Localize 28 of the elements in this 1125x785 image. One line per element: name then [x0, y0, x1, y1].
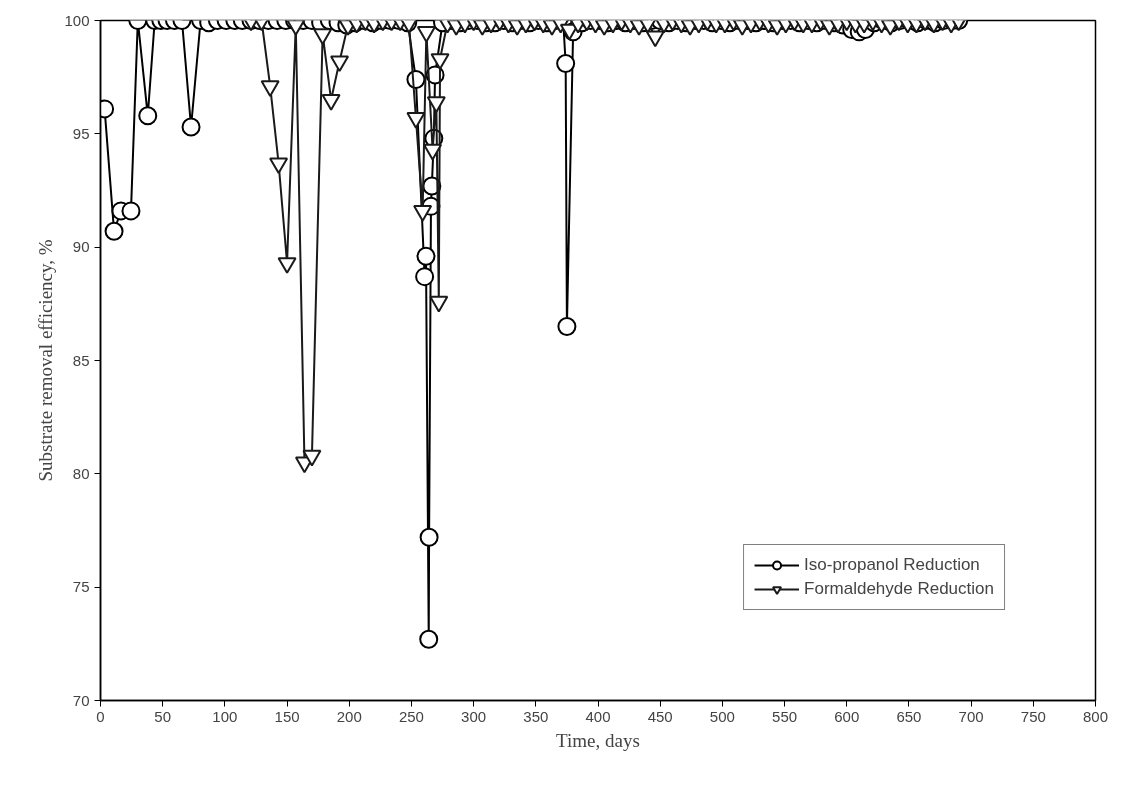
legend-label: Formaldehyde Reduction [804, 579, 994, 599]
x-tick-label: 100 [212, 707, 238, 725]
y-tick-label: 80 [72, 464, 90, 482]
y-tick-label: 90 [72, 238, 90, 256]
y-tick-label: 100 [64, 11, 90, 29]
x-axis-title: Time, days [556, 729, 640, 751]
x-tick-label: 150 [274, 707, 300, 725]
x-tick-label: 750 [1020, 707, 1046, 725]
legend-label: Iso-propanol Reduction [804, 555, 980, 575]
x-tick-label: 250 [398, 707, 424, 725]
x-tick-label: 300 [461, 707, 487, 725]
y-axis-title: Substrate removal efficiency, % [35, 239, 57, 482]
x-tick-label: 350 [523, 707, 549, 725]
x-tick-label: 500 [709, 707, 735, 725]
x-tick-label: 450 [647, 707, 673, 725]
x-tick-label: 800 [1082, 707, 1109, 725]
x-tick-label: 550 [772, 707, 798, 725]
y-tick-label: 70 [72, 691, 90, 709]
y-tick-label: 95 [72, 124, 90, 142]
x-tick-label: 650 [896, 707, 922, 725]
x-tick-label: 0 [96, 707, 105, 725]
x-tick-label: 50 [154, 707, 172, 725]
y-tick-label: 85 [72, 351, 90, 369]
x-tick-label: 400 [585, 707, 611, 725]
x-tick-label: 200 [336, 707, 362, 725]
y-tick-label: 75 [72, 578, 90, 596]
x-tick-label: 700 [958, 707, 984, 725]
x-tick-label: 600 [834, 707, 860, 725]
